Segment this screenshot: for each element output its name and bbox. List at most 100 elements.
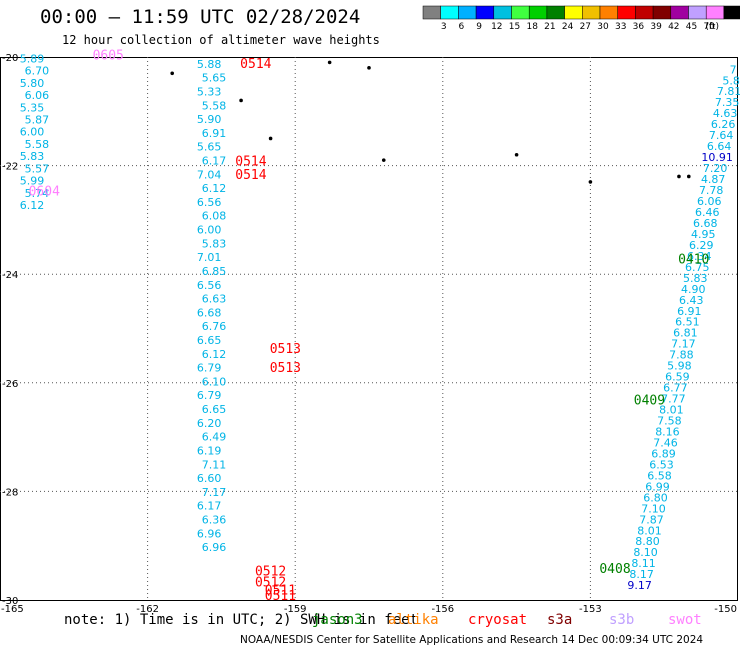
track-value: 5.83 [202,237,227,250]
track-value: 5.33 [197,85,222,98]
x-tick-label: -165 [1,604,24,615]
footer-credit: NOAA/NESDIS Center for Satellite Applica… [240,634,704,646]
track-value: 8.10 [633,546,658,559]
track-value: 7.88 [669,349,694,362]
track-value: 5.58 [25,138,50,151]
legend-swatch [475,5,495,20]
track-value: 5.65 [202,72,227,85]
track-value: 5.83 [683,272,708,285]
x-tick-label: -150 [714,604,737,615]
track-value: 6.59 [665,371,690,384]
legend-swatch [528,5,548,20]
track-value: 8.01 [659,404,684,417]
track-value: 7.64 [709,129,734,142]
legend-swatch [599,5,618,20]
track-value: 6.12 [202,182,227,195]
island-mark [588,180,593,184]
track-value: 5.35 [20,101,45,114]
track-value: 8.80 [635,535,660,548]
track-value: 6.63 [202,293,227,306]
legend-tick: 12 [491,22,502,32]
track-value: 6.29 [689,239,714,252]
time-label: 0511 [265,584,296,599]
track-value: 5.74 [25,187,50,200]
sat-label-cryosat: cryosat [468,612,528,628]
track-value: 6.76 [202,320,227,333]
track-value: 5.87 [25,114,50,127]
track-value: 6.89 [651,447,676,460]
time-label: 0514 [240,57,271,72]
time-labels: 0605060405140514051405130513051205120511… [29,49,710,604]
track-value: 6.51 [675,316,700,329]
legend-swatch [705,5,725,20]
track-value: 6.79 [197,389,222,402]
legend-tick: 18 [526,22,538,32]
y-tick-label: -22 [2,162,18,173]
track-value: 6.08 [202,210,227,223]
legend-tick: 45 [686,22,697,32]
sat-label-s3a: s3a [547,612,573,628]
island-mark [327,60,332,65]
track-value: 6.53 [649,458,674,471]
y-tick-label: -24 [2,270,18,281]
track-value: 6.68 [693,217,718,230]
track-value: 7.11 [202,458,227,471]
track-value: 6.80 [643,491,668,504]
track-value: 6.65 [202,403,227,416]
y-tick-label: -28 [2,487,18,498]
track-value: 5.8 [722,74,740,87]
color-legend: 3 6 9 12 15 18 21 24 27 30 33 36 39 42 45 70(ft) [422,5,740,32]
legend-tick: 70 [703,22,715,32]
legend-tick: 3 [441,22,447,32]
time-label: 0512 [255,565,286,580]
sat-label-jason3: jason3 [312,612,363,628]
sat-label-altika: altika [388,612,439,628]
track-value: 6.46 [695,206,720,219]
track-value: 6.56 [197,196,222,209]
legend-tick: 27 [580,22,591,32]
track-value: 5.98 [667,360,692,373]
track-value: 6.96 [197,527,222,540]
time-label: 0514 [235,168,266,183]
page-subtitle: 12 hour collection of altimeter wave hei… [62,33,380,47]
legend-tick: 9 [476,22,482,32]
island-mark [514,152,519,157]
track-value: 7.58 [657,415,682,428]
track-value: 5.89 [20,52,45,65]
track-value: 5.83 [20,150,45,163]
track-value: 6.10 [202,375,227,388]
plot-frame [0,57,738,601]
track-value: 9.17 [627,579,652,592]
legend-tick: 6 [459,22,465,32]
legend-tick: 36 [633,22,645,32]
legend-tick: 30 [597,22,609,32]
sat-label-swot: swot [668,612,702,628]
track-value: 7.87 [639,513,664,526]
track-value: 6.06 [697,195,722,208]
legend-swatch [511,5,530,20]
track-value: 6.19 [197,444,222,457]
track-value: 6.79 [197,362,222,375]
track-value: 6.58 [647,469,672,482]
track-value: 6.81 [673,327,698,340]
note-text: note: 1) Time is in UTC; 2) SWH is in fe… [64,612,419,628]
track-value: 7.35 [715,96,740,109]
track-value: 6.65 [197,334,222,347]
axis-tick-labels: -165 -162 -159 -156 -153 -150 -20 -22 -24 -26 -28 -… [1,53,737,615]
island-mark [268,136,273,141]
x-tick-label: -159 [284,604,307,615]
track-value: 6.17 [202,155,227,168]
track-value: 7.01 [197,251,222,264]
y-tick-label: -30 [2,596,18,607]
legend-swatch [635,5,654,20]
legend-swatch [723,5,740,20]
legend-tick: 39 [650,22,662,32]
track-value: 6.99 [645,480,670,493]
track-value: 6.70 [25,65,50,78]
islands [170,60,691,184]
track-value: 8.17 [629,568,654,581]
island-mark [381,158,386,162]
track-value: 6.77 [663,382,688,395]
x-tick-label: -153 [579,604,602,615]
track-value: 4.87 [701,173,726,186]
